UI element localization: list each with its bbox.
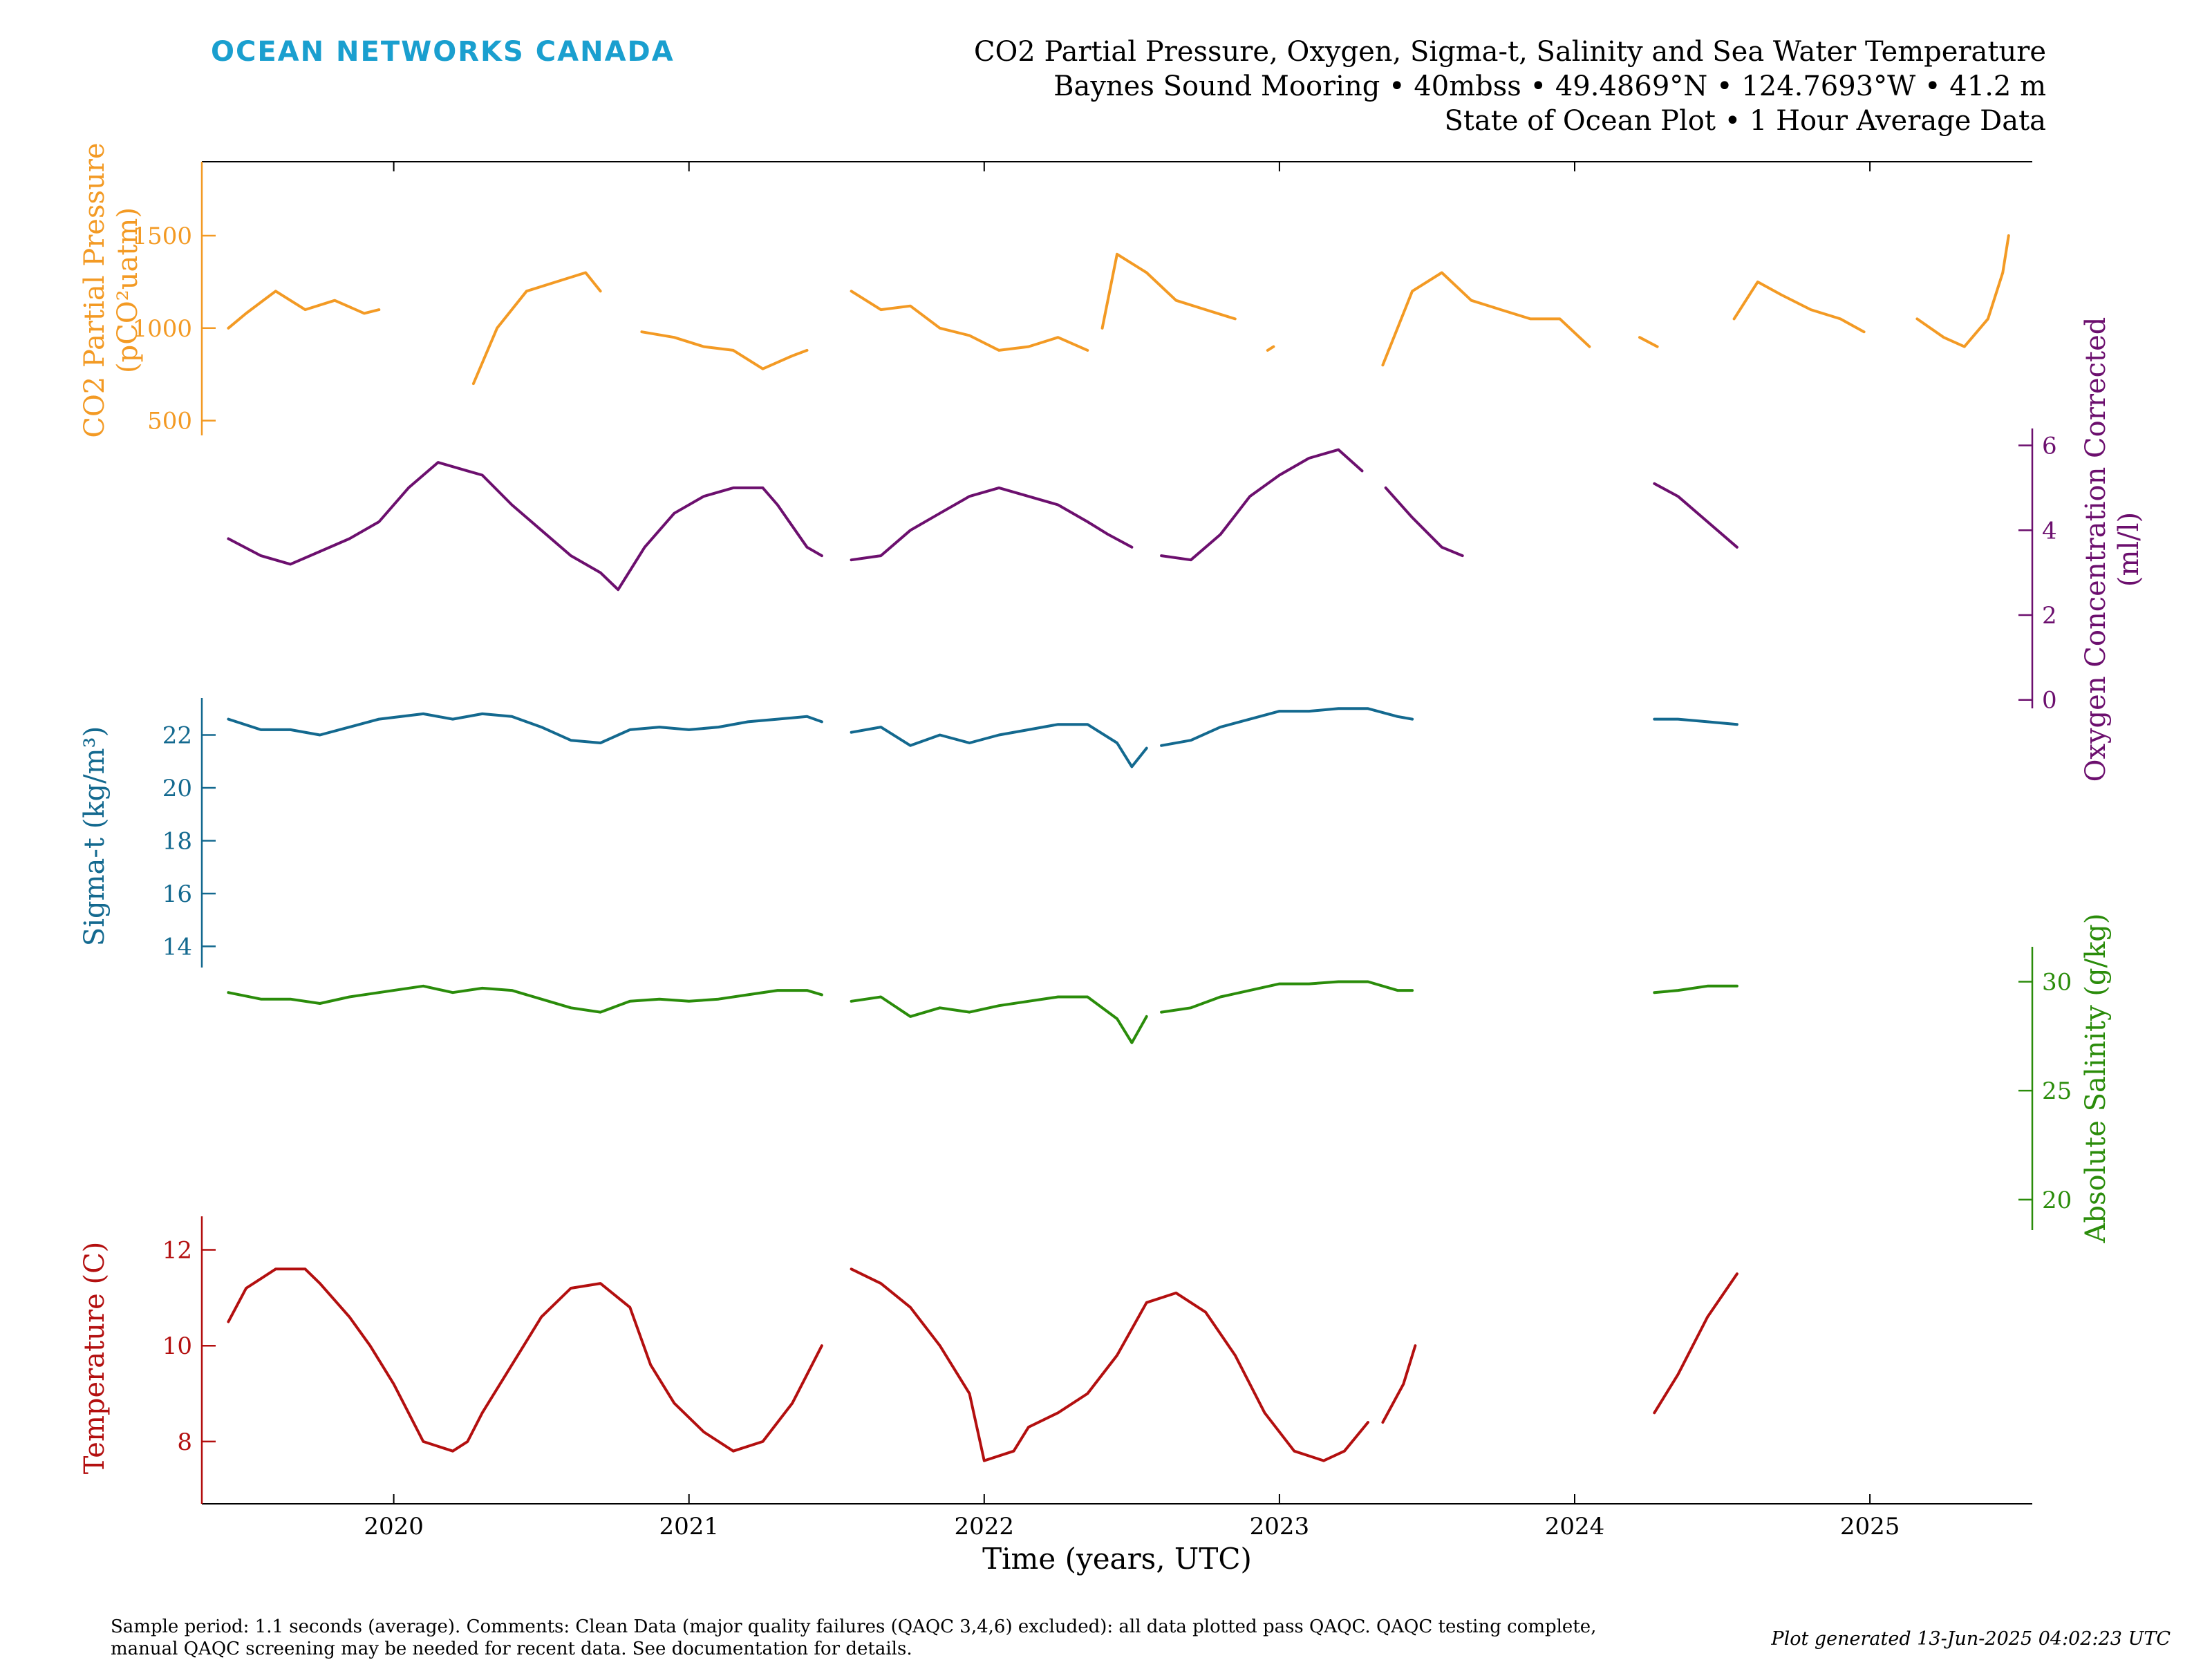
sigma-axis-title: Sigma-t (kg/m³) [79,726,111,946]
co2-series-segment-8 [1638,336,1659,348]
plot-subtitle: State of Ocean Plot • 1 Hour Average Dat… [1444,105,2046,137]
salinity-axis-title: Absolute Salinity (g/kg) [2080,913,2112,1243]
temperature-series-segment-3 [1381,1344,1417,1424]
oxygen-y-tick-label-2: 2 [2042,602,2057,630]
co2-series-segment-5 [1100,252,1237,330]
co2-series-segment-3 [640,330,809,370]
oxygen-axis-title: Oxygen Concentration Corrected [2080,317,2112,782]
salinity-series-segment-3 [1160,980,1414,1014]
plot-title: CO2 Partial Pressure, Oxygen, Sigma-t, S… [973,36,2046,68]
sigma-series-segment-2 [850,723,1148,768]
oxygen-series-segment-2 [850,486,1134,562]
temperature-series-segment-2 [850,1267,1369,1462]
oxygen-series-segment-4 [1384,486,1464,558]
oxygen-series-segment-1 [227,461,823,592]
plot-location: Baynes Sound Mooring • 40mbss • 49.4869°… [1053,70,2046,102]
temperature-y-tick-label-8: 8 [177,1428,192,1456]
oxygen-y-tick-label-6: 6 [2042,433,2057,460]
co2-axis-title: CO2 Partial Pressure [79,142,111,437]
x-axis-label: Time (years, UTC) [982,1542,1252,1576]
salinity-y-tick-label-20: 20 [2042,1187,2072,1214]
x-tick-label-2024: 2024 [1545,1513,1605,1540]
x-tick-label-2021: 2021 [659,1513,719,1540]
footer-comments: Sample period: 1.1 seconds (average). Co… [111,1616,1770,1660]
sigma-series-segment-1 [227,712,823,744]
co2-axis-title-units: (pCO²uatm) [112,207,144,373]
sigma-y-tick-label-22: 22 [162,722,192,750]
sigma-y-tick-label-18: 18 [162,827,192,855]
temperature-y-tick-label-12: 12 [162,1237,192,1265]
co2-series-segment-7 [1381,271,1591,367]
oxygen-series-segment-5 [1653,482,1738,549]
oxygen-axis-title-units: (ml/l) [2113,512,2145,587]
salinity-y-tick-label-30: 30 [2042,968,2072,996]
sigma-y-tick-label-20: 20 [162,775,192,802]
co2-y-tick-label-1000: 1000 [132,315,192,343]
sigma-y-tick-label-16: 16 [162,880,192,908]
co2-series-segment-4 [850,290,1089,352]
co2-series-segment-9 [1732,280,1866,334]
sigma-y-tick-label-14: 14 [162,933,192,961]
plot-generated-timestamp: Plot generated 13-Jun-2025 04:02:23 UTC [1771,1628,2171,1650]
co2-y-tick-label-1500: 1500 [132,223,192,250]
x-tick-label-2020: 2020 [364,1513,424,1540]
salinity-series-segment-4 [1653,984,1738,994]
x-tick-label-2023: 2023 [1250,1513,1310,1540]
oxygen-series-segment-3 [1160,448,1364,562]
co2-y-tick-label-500: 500 [147,408,192,435]
footer-line-1: Sample period: 1.1 seconds (average). Co… [111,1616,1597,1637]
co2-series-segment-6 [1266,345,1275,352]
co2-series-segment-2 [471,271,602,386]
salinity-series-segment-2 [850,995,1148,1044]
co2-series-segment-10 [1915,234,2010,348]
temperature-y-tick-label-10: 10 [162,1332,192,1360]
temperature-series-segment-1 [227,1267,823,1453]
ocean-networks-canada-logo: OCEAN NETWORKS CANADA [211,36,675,68]
footer-line-2: manual QAQC screening may be needed for … [111,1639,912,1659]
salinity-y-tick-label-25: 25 [2042,1077,2072,1105]
temperature-axis-title: Temperature (C) [79,1242,111,1475]
x-tick-label-2025: 2025 [1840,1513,1900,1540]
plot-title-block: CO2 Partial Pressure, Oxygen, Sigma-t, S… [974,35,2046,138]
sigma-series-segment-3 [1160,707,1414,747]
co2-series-segment-1 [227,290,381,330]
salinity-series-segment-1 [227,984,823,1014]
sigma-series-segment-4 [1653,717,1738,726]
temperature-series-segment-4 [1653,1272,1738,1415]
oxygen-y-tick-label-0: 0 [2042,687,2057,715]
oxygen-y-tick-label-4: 4 [2042,517,2057,545]
x-tick-label-2022: 2022 [955,1513,1015,1540]
